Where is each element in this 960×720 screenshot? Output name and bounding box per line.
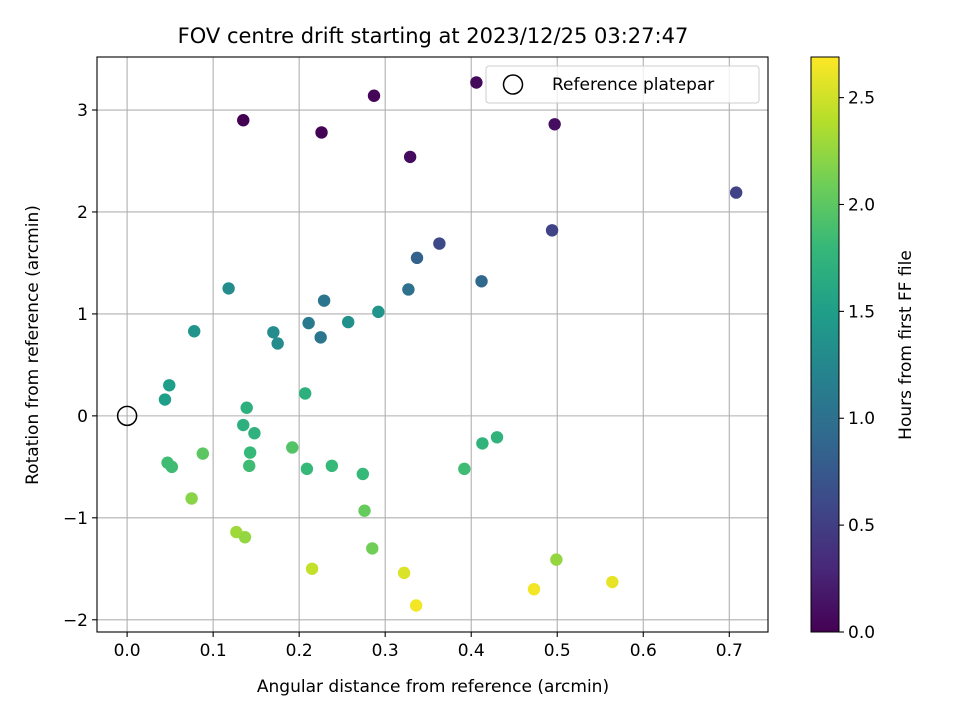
data-point xyxy=(243,459,256,473)
colorbar-tick-label: 1.0 xyxy=(848,409,875,429)
data-point xyxy=(476,437,489,450)
data-point xyxy=(548,118,561,131)
data-point xyxy=(163,379,176,392)
data-point xyxy=(490,431,504,444)
data-point xyxy=(315,126,328,139)
reference-marker-layer xyxy=(116,405,138,427)
data-point xyxy=(325,459,339,473)
data-point xyxy=(729,186,743,199)
legend-box xyxy=(485,65,760,104)
data-point xyxy=(458,462,471,476)
legend-label: Reference platepar xyxy=(552,75,714,95)
data-point xyxy=(372,305,385,319)
data-point xyxy=(317,294,331,307)
colorbar-label: Hours from first FF file xyxy=(896,250,916,440)
x-tick-label: 0.7 xyxy=(716,641,743,661)
data-point xyxy=(366,542,379,555)
data-point xyxy=(271,337,284,350)
data-point xyxy=(358,504,371,517)
data-point xyxy=(267,326,280,339)
data-point xyxy=(196,447,210,460)
data-point xyxy=(402,283,415,296)
data-point xyxy=(341,315,355,329)
data-point xyxy=(222,282,235,295)
colorbar-tick-label: 2.0 xyxy=(848,195,875,215)
x-axis-ticks: 0.0 0.1 0.2 0.3 0.4 0.5 0.6 0.7 xyxy=(114,632,743,661)
grid-lines xyxy=(97,57,768,632)
chart-title: FOV centre drift starting at 2023/12/25 … xyxy=(178,24,689,48)
data-point xyxy=(240,401,253,414)
x-tick-label: 0.6 xyxy=(630,641,657,661)
data-point xyxy=(188,325,201,338)
data-point xyxy=(403,150,417,164)
legend: Reference platepar xyxy=(485,65,760,104)
data-point xyxy=(527,582,541,596)
data-point xyxy=(367,89,381,102)
y-axis-ticks: −2 −1 0 1 2 3 xyxy=(63,101,97,631)
x-tick-label: 0.5 xyxy=(544,641,571,661)
colorbar-tick-label: 0.0 xyxy=(848,623,875,643)
data-point xyxy=(243,446,257,459)
data-point xyxy=(314,331,327,344)
x-tick-label: 0.0 xyxy=(114,641,141,661)
y-tick-label: 3 xyxy=(77,101,88,121)
scatter-points xyxy=(158,76,743,612)
data-point xyxy=(158,393,172,406)
y-tick-label: −2 xyxy=(63,611,88,631)
data-point xyxy=(545,224,559,237)
data-point xyxy=(470,76,483,89)
reference-platepar-marker xyxy=(116,405,138,427)
data-point xyxy=(409,599,423,612)
plot-frame xyxy=(96,56,769,633)
data-point xyxy=(185,492,198,505)
y-tick-label: −1 xyxy=(63,509,88,529)
data-point xyxy=(298,387,312,400)
colorbar: 0.0 0.5 1.0 1.5 2.0 2.5 Hours from first FF f… xyxy=(810,56,916,643)
data-point xyxy=(302,316,315,330)
x-tick-label: 0.4 xyxy=(458,641,485,661)
data-point xyxy=(356,467,370,481)
legend-open-circle-marker xyxy=(502,74,524,95)
data-point xyxy=(237,418,250,432)
x-tick-label: 0.1 xyxy=(200,641,227,661)
data-point xyxy=(286,441,299,454)
colorbar-tick-label: 2.5 xyxy=(848,89,875,109)
data-point xyxy=(433,237,446,250)
data-point xyxy=(248,426,261,440)
colorbar-gradient xyxy=(810,56,840,633)
y-axis-label: Rotation from reference (arcmin) xyxy=(23,205,43,485)
data-point xyxy=(238,530,252,544)
data-point xyxy=(305,562,319,575)
data-point xyxy=(606,575,619,589)
y-tick-label: 0 xyxy=(77,407,88,427)
colorbar-tick-label: 1.5 xyxy=(848,302,875,322)
x-tick-label: 0.3 xyxy=(372,641,399,661)
x-axis-label: Angular distance from reference (arcmin) xyxy=(257,677,609,697)
colorbar-tick-label: 0.5 xyxy=(848,516,875,536)
data-point xyxy=(165,460,179,474)
data-point xyxy=(410,251,424,265)
data-point xyxy=(475,275,488,288)
data-point xyxy=(550,553,563,566)
data-point xyxy=(237,114,250,127)
data-point xyxy=(300,462,314,476)
y-tick-label: 2 xyxy=(77,203,88,223)
x-tick-label: 0.2 xyxy=(286,641,313,661)
data-point xyxy=(397,566,411,580)
colorbar-ticks: 0.0 0.5 1.0 1.5 2.0 2.5 xyxy=(839,89,875,643)
y-tick-label: 1 xyxy=(77,305,88,325)
